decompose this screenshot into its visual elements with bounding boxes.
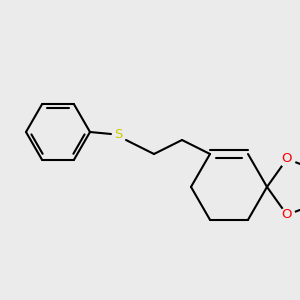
Text: S: S — [114, 128, 122, 142]
Text: O: O — [282, 208, 292, 221]
Text: O: O — [282, 152, 292, 165]
